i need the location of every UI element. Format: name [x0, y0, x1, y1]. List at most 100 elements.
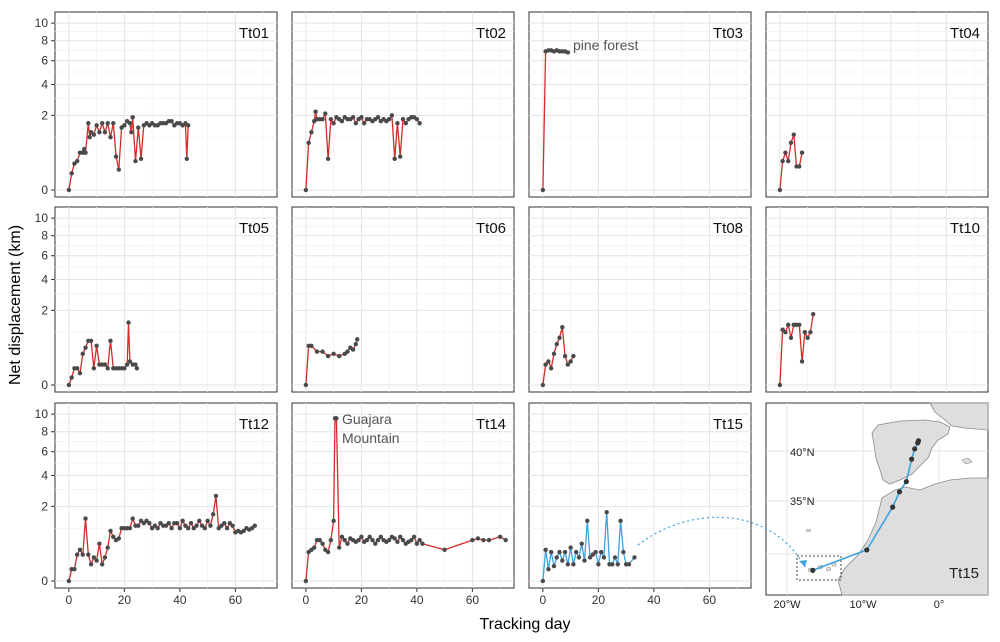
data-point	[86, 552, 91, 557]
data-point	[375, 115, 381, 120]
data-point	[596, 562, 601, 567]
panel-tt02: Tt02	[291, 11, 515, 198]
data-point	[66, 187, 72, 193]
data-point	[571, 353, 576, 359]
data-point	[540, 578, 546, 584]
data-point	[325, 549, 331, 555]
data-point	[127, 121, 133, 126]
map-track-point	[810, 567, 816, 573]
data-point	[601, 555, 607, 560]
x-tick-label: 60	[229, 593, 243, 607]
data-point	[133, 362, 138, 367]
data-point	[127, 359, 133, 364]
data-point	[111, 534, 116, 540]
connector-arrowhead	[799, 560, 807, 567]
map-lon-20w: 20°W	[773, 599, 801, 611]
map-africa	[837, 477, 989, 596]
data-point	[543, 547, 548, 552]
data-point	[222, 520, 227, 526]
annotation-guajara-line1: Guajara	[342, 411, 392, 427]
y-tick-label: 6	[41, 445, 48, 459]
panel-tt06: Tt06	[291, 206, 515, 393]
data-point	[252, 523, 257, 528]
data-point	[805, 335, 810, 340]
data-point	[183, 523, 188, 528]
annotation-pine-forest: pine forest	[573, 37, 638, 53]
data-point	[414, 116, 420, 122]
data-point	[188, 520, 194, 526]
data-point	[568, 545, 573, 550]
data-point	[400, 116, 406, 122]
data-point	[126, 320, 131, 325]
data-point	[565, 362, 571, 367]
data-point	[116, 536, 122, 541]
panel-frame	[528, 11, 752, 198]
map-track-point	[864, 547, 870, 553]
panel-label-tt15: Tt15	[713, 416, 743, 433]
panel-label-tt10: Tt10	[950, 220, 980, 237]
data-point	[138, 156, 144, 161]
data-point	[604, 509, 609, 515]
map-balearic	[961, 457, 973, 465]
data-point	[540, 382, 546, 388]
data-point	[389, 113, 395, 118]
data-point	[503, 537, 508, 543]
data-point	[339, 118, 345, 124]
data-point	[75, 158, 80, 164]
data-point	[91, 555, 97, 560]
y-tick-label: 8	[41, 425, 48, 439]
x-tick-label: 40	[410, 593, 424, 607]
data-point	[149, 526, 155, 531]
data-point	[417, 537, 422, 543]
data-point	[554, 341, 559, 347]
panel-tt05: Tt05	[54, 206, 278, 393]
data-point	[186, 123, 191, 128]
panel-label-tt08: Tt08	[713, 220, 743, 237]
data-point	[585, 518, 590, 524]
data-point	[88, 338, 94, 344]
data-point	[66, 382, 72, 388]
data-point	[77, 370, 83, 376]
data-point	[213, 493, 219, 499]
y-tick-label: 6	[41, 249, 48, 263]
data-point	[116, 167, 122, 172]
data-point	[568, 359, 573, 364]
data-point	[241, 528, 246, 534]
x-tick-label: 20	[118, 593, 132, 607]
panel-label-tt05: Tt05	[239, 220, 269, 237]
data-point	[593, 549, 598, 555]
panel-frame	[528, 206, 752, 393]
data-point	[130, 516, 135, 521]
data-point	[777, 382, 783, 388]
data-point	[83, 150, 88, 155]
data-point	[186, 526, 191, 531]
x-tick-label: 20	[355, 593, 369, 607]
data-point	[320, 349, 325, 354]
data-point	[799, 150, 805, 155]
data-point	[94, 558, 99, 563]
data-point	[339, 534, 345, 540]
data-point	[230, 523, 235, 528]
panel-tt14: Tt14	[291, 402, 515, 589]
data-point	[400, 537, 406, 543]
y-tick-label: 0	[41, 574, 48, 588]
data-point	[403, 121, 408, 126]
data-point	[102, 555, 108, 560]
data-point	[808, 330, 813, 335]
data-point	[97, 541, 102, 546]
data-point	[216, 526, 221, 531]
data-point	[573, 549, 579, 555]
data-point	[398, 154, 403, 159]
panel-tt03: Tt03	[528, 11, 752, 198]
panel-label-tt02: Tt02	[476, 25, 506, 42]
data-point	[191, 526, 196, 531]
data-point	[632, 555, 637, 560]
data-point	[546, 566, 551, 572]
data-point	[208, 523, 213, 528]
y-tick-label: 6	[41, 54, 48, 68]
data-point	[83, 345, 88, 350]
data-point	[102, 129, 108, 135]
data-point	[618, 518, 623, 524]
data-point	[108, 528, 113, 534]
